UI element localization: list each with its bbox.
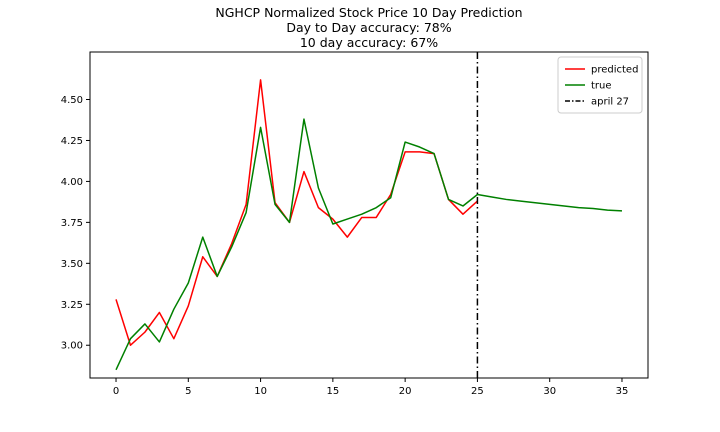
y-tick-label: 3.00 xyxy=(61,341,83,352)
legend: predicted true april 27 xyxy=(557,56,643,114)
y-tick-label: 3.75 xyxy=(61,218,83,229)
axes-layer: 0 5 10 15 20 25 30 35 3.00 3.25 3.50 3.75 4.00 4.25 4.… xyxy=(61,51,649,397)
title-line-3: 10 day accuracy: 67% xyxy=(300,35,438,50)
legend-label: true xyxy=(591,81,612,92)
plot-layer xyxy=(115,52,623,378)
y-tick-label: 4.00 xyxy=(61,177,83,188)
x-tick-label: 35 xyxy=(616,386,629,397)
plot-frame xyxy=(89,51,649,379)
legend-label: predicted xyxy=(591,65,638,76)
x-tick-label: 25 xyxy=(471,386,484,397)
x-tick-label: 15 xyxy=(326,386,339,397)
chart-title: NGHCP Normalized Stock Price 10 Day Pred… xyxy=(215,5,522,50)
legend-box xyxy=(557,56,643,114)
series-line-true xyxy=(115,118,623,371)
title-line-1: NGHCP Normalized Stock Price 10 Day Pred… xyxy=(215,5,522,20)
x-tick-label: 0 xyxy=(113,386,119,397)
title-line-2: Day to Day accuracy: 78% xyxy=(286,20,451,35)
y-tick-label: 4.50 xyxy=(61,95,83,106)
legend-label: april 27 xyxy=(591,97,629,108)
y-tick-label: 3.25 xyxy=(61,300,83,311)
y-tick-label: 3.50 xyxy=(61,259,83,270)
x-tick-label: 5 xyxy=(185,386,191,397)
x-tick-label: 10 xyxy=(254,386,267,397)
series-line-predicted xyxy=(115,79,478,346)
x-tick-label: 30 xyxy=(543,386,556,397)
series-group xyxy=(115,52,623,378)
y-tick-label: 4.25 xyxy=(61,136,83,147)
x-tick-label: 20 xyxy=(399,386,412,397)
